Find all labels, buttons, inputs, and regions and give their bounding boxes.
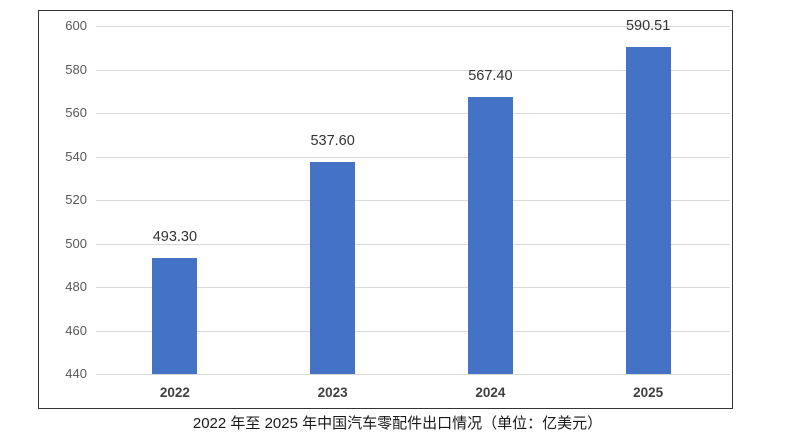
y-tick-label: 540 xyxy=(65,148,87,164)
y-tick-label: 480 xyxy=(65,279,87,294)
value-label-2022: 493.30 xyxy=(152,229,198,246)
bar-2023 xyxy=(310,161,356,374)
y-tick-label: 580 xyxy=(65,61,87,77)
y-tick-label: 560 xyxy=(65,105,87,120)
y-tick-label: 600 xyxy=(65,18,87,33)
gridline xyxy=(96,200,730,201)
gridline xyxy=(96,330,730,332)
x-tick-label-2024: 2024 xyxy=(475,385,506,400)
gridline xyxy=(96,156,730,158)
y-tick-label: 520 xyxy=(65,192,87,207)
bar-2025 xyxy=(625,46,671,374)
bar-2024 xyxy=(467,96,513,374)
gridline xyxy=(96,113,730,114)
x-tick-label-2025: 2025 xyxy=(633,385,664,400)
gridline xyxy=(96,374,730,375)
bar-2022 xyxy=(152,258,198,374)
value-label-2024: 567.40 xyxy=(468,67,513,84)
gridline xyxy=(96,26,730,27)
value-label-2025: 590.51 xyxy=(625,17,671,34)
x-tick-label-2023: 2023 xyxy=(317,385,348,400)
gridline xyxy=(96,243,730,245)
gridline xyxy=(96,287,730,288)
chart-caption: 2022 年至 2025 年中国汽车零配件出口情况（单位：亿美元） xyxy=(192,415,603,432)
y-tick-label: 460 xyxy=(65,322,87,338)
y-tick-label: 500 xyxy=(65,235,87,251)
x-tick-label-2022: 2022 xyxy=(159,385,190,400)
chart-panel: 440 460 480 500 520 540 560 580 600 493.30 2022 537… xyxy=(38,10,733,409)
plot-area: 440 460 480 500 520 540 560 580 600 493.30 2022 537… xyxy=(39,11,732,408)
y-tick-label: 440 xyxy=(65,366,87,381)
gridline xyxy=(96,69,730,71)
value-label-2023: 537.60 xyxy=(310,132,355,149)
